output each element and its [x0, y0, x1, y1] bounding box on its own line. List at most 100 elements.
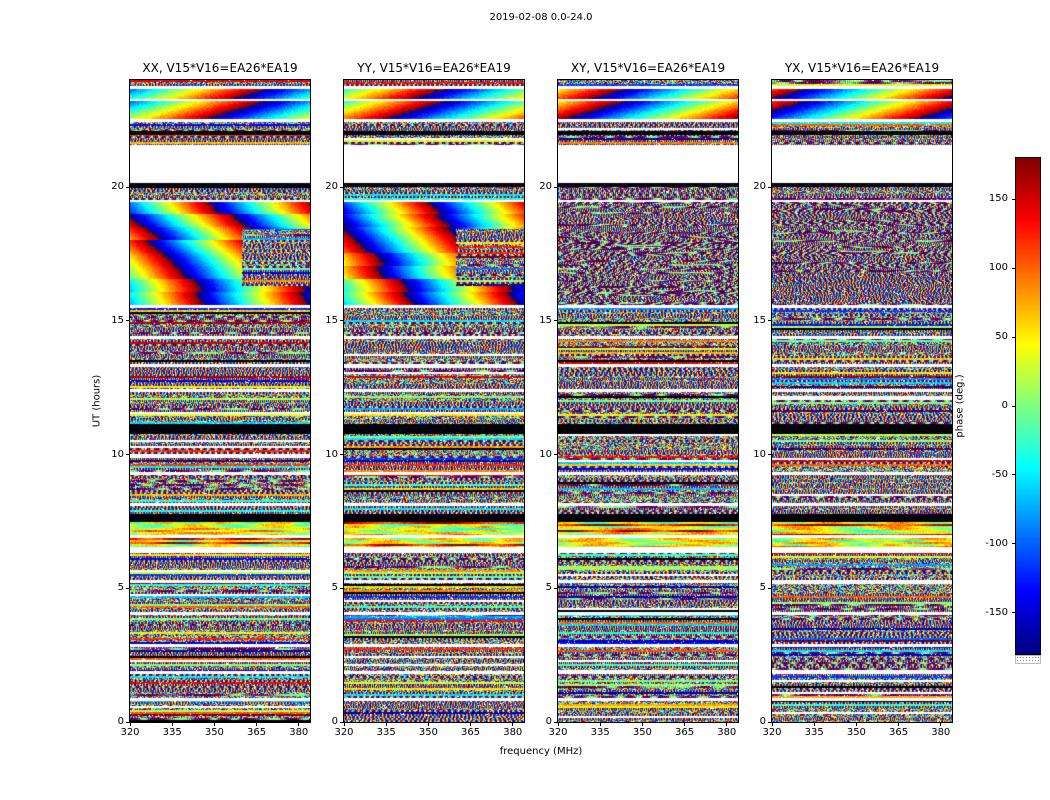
heatmap-canvas-xx	[130, 80, 310, 722]
y-tick-label: 10	[111, 448, 124, 460]
colorbar-tick-label: -100	[985, 537, 1008, 549]
x-tick-mark	[213, 722, 215, 726]
heatmap-canvas-yy	[344, 80, 524, 722]
colorbar-label: phase (deg.)	[954, 374, 966, 438]
x-tick-mark	[129, 722, 131, 726]
x-tick-mark	[512, 722, 514, 726]
y-tick-label: 15	[753, 314, 766, 326]
x-axis-label: frequency (MHz)	[499, 746, 583, 757]
x-tick-mark	[557, 722, 559, 726]
colorbar-gradient	[1016, 158, 1040, 654]
y-tick-mark	[554, 186, 558, 188]
y-tick-label: 5	[331, 582, 338, 594]
panel-title-yy: YY, V15*V16=EA26*EA19	[357, 61, 511, 75]
y-tick-mark	[340, 454, 344, 455]
y-tick-mark	[126, 454, 130, 455]
y-tick-mark	[768, 721, 772, 723]
x-tick-label: 350	[632, 727, 652, 738]
x-tick-mark	[470, 722, 472, 726]
y-tick-mark	[554, 587, 558, 589]
y-tick-mark	[126, 320, 130, 322]
x-tick-label: 350	[204, 727, 224, 738]
figure-title: 2019-02-08 0.0-24.0	[489, 12, 593, 23]
x-tick-mark	[771, 722, 773, 726]
y-tick-mark	[126, 587, 130, 589]
x-tick-label: 320	[548, 727, 568, 738]
y-tick-label: 10	[539, 448, 552, 460]
x-tick-label: 365	[247, 727, 267, 738]
colorbar-tick-mark	[1012, 405, 1016, 407]
y-tick-label: 5	[759, 582, 766, 594]
y-tick-mark	[768, 320, 772, 322]
heatmap-panel-yx: YX, V15*V16=EA26*EA19	[772, 61, 952, 722]
y-tick-label: 0	[331, 716, 338, 727]
heatmap-canvas-xy	[558, 80, 738, 722]
y-tick-mark	[554, 454, 558, 455]
colorbar-tick-label: 150	[988, 193, 1008, 205]
x-tick-label: 350	[846, 727, 866, 738]
x-tick-label: 335	[590, 727, 610, 738]
x-tick-mark	[726, 722, 728, 726]
colorbar-tick-label: -50	[991, 468, 1008, 480]
x-tick-mark	[898, 722, 900, 726]
x-tick-label: 320	[120, 727, 140, 738]
y-tick-label: 15	[111, 314, 124, 326]
colorbar-tick-mark	[1012, 198, 1016, 200]
colorbar	[1016, 158, 1040, 654]
y-tick-label: 5	[545, 582, 552, 594]
panel-title-yx: YX, V15*V16=EA26*EA19	[784, 61, 940, 75]
x-tick-mark	[940, 722, 942, 726]
x-tick-label: 320	[762, 727, 782, 738]
x-tick-label: 335	[376, 727, 396, 738]
colorbar-tick-mark	[1012, 612, 1016, 614]
y-tick-label: 15	[325, 314, 338, 326]
y-tick-mark	[554, 320, 558, 322]
x-tick-label: 365	[889, 727, 909, 738]
colorbar-tick-label: 50	[995, 331, 1008, 343]
colorbar-tick-mark	[1012, 267, 1016, 269]
colorbar-tick-label: 0	[1001, 400, 1008, 411]
y-tick-mark	[340, 320, 344, 322]
x-tick-label: 380	[717, 727, 737, 738]
x-tick-mark	[813, 722, 815, 726]
y-tick-label: 0	[759, 716, 766, 727]
x-tick-label: 350	[418, 727, 438, 738]
panel-title-xy: XY, V15*V16=EA26*EA19	[570, 61, 726, 75]
y-tick-label: 0	[117, 716, 124, 727]
y-tick-label: 15	[539, 314, 552, 326]
colorbar-tick-label: -150	[985, 606, 1008, 618]
x-tick-label: 380	[289, 727, 309, 738]
y-tick-label: 20	[111, 181, 124, 192]
colorbar-tick-mark	[1012, 474, 1016, 476]
y-tick-label: 20	[325, 181, 338, 192]
y-tick-mark	[768, 186, 772, 188]
x-tick-mark	[684, 722, 686, 726]
x-tick-label: 320	[334, 727, 354, 738]
y-tick-mark	[768, 587, 772, 589]
x-tick-label: 365	[461, 727, 481, 738]
y-axis-label: UT (hours)	[91, 374, 103, 428]
y-tick-label: 0	[545, 716, 552, 727]
x-tick-mark	[855, 722, 857, 726]
x-tick-mark	[343, 722, 345, 726]
y-tick-mark	[340, 186, 344, 188]
panel-title-xx: XX, V15*V16=EA26*EA19	[142, 61, 298, 75]
heatmap-canvas-yx	[772, 80, 952, 722]
y-tick-label: 10	[753, 448, 766, 460]
colorbar-tick-mark	[1012, 543, 1016, 545]
y-tick-label: 20	[753, 181, 766, 192]
x-tick-label: 365	[675, 727, 695, 738]
x-tick-mark	[298, 722, 300, 726]
y-tick-mark	[126, 186, 130, 188]
y-tick-label: 20	[539, 181, 552, 192]
x-tick-label: 380	[931, 727, 951, 738]
x-tick-label: 380	[503, 727, 523, 738]
x-tick-mark	[171, 722, 173, 726]
colorbar-tick-mark	[1012, 336, 1016, 338]
y-tick-mark	[340, 587, 344, 589]
x-tick-label: 335	[162, 727, 182, 738]
y-tick-label: 10	[325, 448, 338, 460]
y-tick-label: 5	[117, 582, 124, 594]
y-tick-mark	[340, 721, 344, 723]
